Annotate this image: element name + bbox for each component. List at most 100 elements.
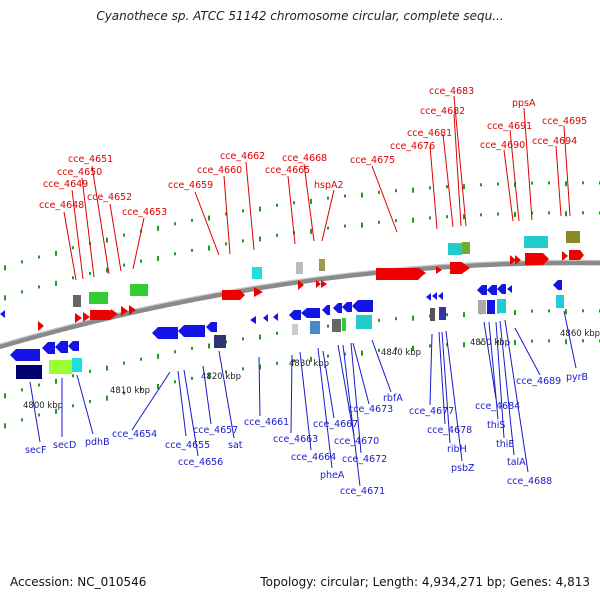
- cds-feature[interactable]: [438, 292, 443, 300]
- gene-label[interactable]: cce_4671: [340, 486, 385, 497]
- cds-feature[interactable]: [432, 292, 437, 300]
- feature-block[interactable]: [214, 335, 226, 348]
- cds-feature[interactable]: [510, 255, 516, 265]
- cds-feature[interactable]: [436, 266, 442, 274]
- gene-label[interactable]: cce_4681: [407, 128, 452, 139]
- feature-block[interactable]: [462, 242, 470, 254]
- gene-label[interactable]: cce_4688: [507, 476, 552, 487]
- feature-block[interactable]: [332, 319, 341, 332]
- gene-label[interactable]: psbZ: [451, 463, 475, 474]
- gene-label[interactable]: cce_4654: [112, 429, 157, 440]
- gene-label[interactable]: cce_4651: [68, 154, 113, 165]
- cds-feature[interactable]: [376, 268, 424, 280]
- cds-feature[interactable]: [254, 287, 263, 297]
- cds-feature[interactable]: [322, 305, 330, 315]
- gene-label[interactable]: cce_4649: [43, 179, 88, 190]
- cds-feature[interactable]: [10, 349, 40, 361]
- gene-label[interactable]: ribH: [447, 444, 467, 455]
- feature-block[interactable]: [487, 300, 495, 314]
- cds-feature[interactable]: [450, 262, 467, 274]
- cds-feature[interactable]: [250, 316, 256, 324]
- gene-label[interactable]: cce_4657: [193, 425, 238, 436]
- gene-label[interactable]: cce_4665: [265, 165, 310, 176]
- gene-label[interactable]: cce_4673: [348, 404, 393, 415]
- gene-label[interactable]: cce_4695: [542, 116, 587, 127]
- gene-label[interactable]: ppsA: [512, 98, 536, 109]
- gene-label[interactable]: cce_4655: [165, 440, 210, 451]
- cds-feature[interactable]: [487, 285, 497, 295]
- cds-feature[interactable]: [426, 293, 431, 301]
- gene-label[interactable]: cce_4670: [334, 436, 379, 447]
- cds-feature[interactable]: [301, 308, 320, 318]
- gene-label[interactable]: pdhB: [85, 437, 110, 448]
- gene-label[interactable]: cce_4660: [197, 165, 242, 176]
- gene-label[interactable]: cce_4653: [122, 207, 167, 218]
- gene-label[interactable]: cce_4683: [429, 86, 474, 97]
- feature-block[interactable]: [130, 284, 148, 296]
- cds-feature[interactable]: [515, 255, 521, 265]
- gene-label[interactable]: cce_4667: [313, 419, 358, 430]
- feature-block[interactable]: [310, 321, 320, 334]
- feature-block[interactable]: [556, 295, 564, 308]
- feature-block[interactable]: [478, 300, 486, 314]
- cds-feature[interactable]: [222, 290, 245, 300]
- cds-feature[interactable]: [463, 263, 470, 273]
- cds-feature[interactable]: [111, 309, 118, 319]
- cds-feature[interactable]: [419, 268, 426, 278]
- cds-feature[interactable]: [75, 313, 82, 323]
- feature-block[interactable]: [16, 365, 42, 379]
- gene-label[interactable]: cce_4684: [475, 401, 520, 412]
- cds-feature[interactable]: [68, 341, 79, 351]
- gene-label[interactable]: cce_4694: [532, 136, 577, 147]
- feature-block[interactable]: [49, 360, 72, 374]
- gene-label[interactable]: cce_4662: [220, 151, 265, 162]
- gene-label[interactable]: cce_4677: [409, 406, 454, 417]
- feature-block[interactable]: [72, 358, 82, 372]
- cds-feature[interactable]: [129, 305, 136, 315]
- gene-label[interactable]: cce_4668: [282, 153, 327, 164]
- cds-feature[interactable]: [121, 306, 128, 316]
- gene-label[interactable]: hspA2: [314, 180, 344, 191]
- cds-feature[interactable]: [321, 280, 327, 288]
- cds-feature[interactable]: [553, 280, 562, 290]
- feature-block[interactable]: [356, 315, 372, 329]
- gene-label[interactable]: cce_4664: [291, 452, 336, 463]
- gene-label[interactable]: cce_4661: [244, 417, 289, 428]
- gene-label[interactable]: secD: [53, 440, 76, 451]
- feature-block[interactable]: [89, 292, 108, 304]
- gene-label[interactable]: thiE: [496, 439, 514, 450]
- cds-feature[interactable]: [289, 310, 301, 320]
- cds-feature[interactable]: [562, 251, 568, 261]
- cds-feature[interactable]: [263, 314, 268, 322]
- cds-feature[interactable]: [273, 313, 278, 321]
- cds-feature[interactable]: [55, 341, 68, 353]
- cds-feature[interactable]: [152, 327, 178, 339]
- gene-label[interactable]: cce_4676: [390, 141, 435, 152]
- cds-feature[interactable]: [333, 303, 342, 313]
- gene-label[interactable]: cce_4689: [516, 376, 561, 387]
- feature-block[interactable]: [319, 259, 325, 271]
- gene-label[interactable]: cce_4690: [480, 140, 525, 151]
- cds-feature[interactable]: [569, 250, 584, 260]
- gene-label[interactable]: cce_4682: [420, 106, 465, 117]
- cds-feature[interactable]: [525, 253, 549, 265]
- gene-label[interactable]: cce_4678: [427, 425, 472, 436]
- gene-label[interactable]: secF: [25, 445, 46, 456]
- feature-block[interactable]: [342, 318, 346, 331]
- cds-feature[interactable]: [178, 325, 205, 337]
- cds-feature[interactable]: [0, 310, 5, 318]
- gene-label[interactable]: cce_4675: [350, 155, 395, 166]
- gene-label[interactable]: pheA: [320, 470, 345, 481]
- feature-block[interactable]: [252, 267, 262, 279]
- cds-feature[interactable]: [477, 285, 487, 295]
- feature-block[interactable]: [448, 243, 462, 255]
- cds-feature[interactable]: [298, 280, 304, 290]
- gene-label[interactable]: cce_4691: [487, 121, 532, 132]
- cds-feature[interactable]: [83, 312, 90, 322]
- cds-feature[interactable]: [497, 284, 506, 294]
- cds-feature[interactable]: [206, 322, 217, 332]
- gene-label[interactable]: sat: [228, 440, 243, 451]
- gene-label[interactable]: talA: [507, 457, 526, 468]
- feature-block[interactable]: [430, 308, 435, 321]
